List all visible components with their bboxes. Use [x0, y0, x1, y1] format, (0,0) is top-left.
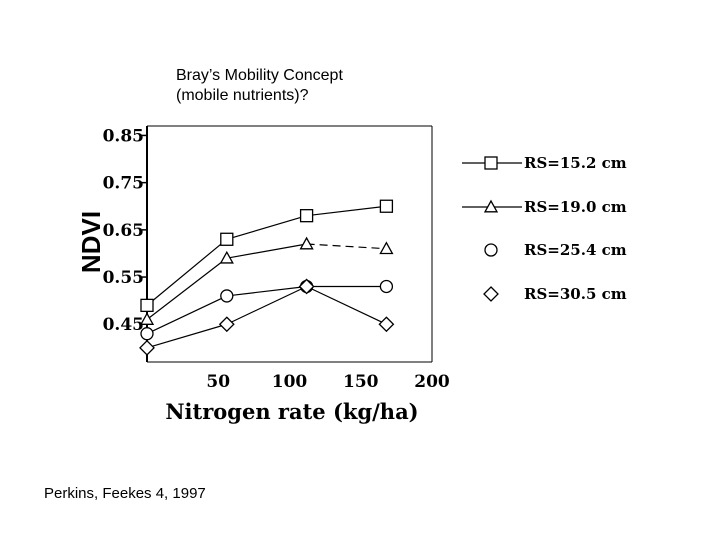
circle-marker [484, 243, 498, 257]
circle-marker [220, 289, 234, 303]
x-axis-ticks: 50 100 150 200 [206, 372, 449, 392]
triangle-marker [219, 250, 234, 264]
series-segment [146, 257, 228, 320]
series-3 [140, 279, 394, 341]
series-segment [306, 285, 387, 325]
square-marker [299, 209, 314, 223]
square-marker [379, 199, 394, 213]
x-tick-label: 150 [343, 372, 379, 392]
triangle-marker [299, 236, 314, 250]
diamond-marker [483, 286, 499, 302]
legend-item-3: RS=25.4 cm [484, 241, 627, 259]
y-tick-label: 0.85 [103, 126, 144, 146]
legend-item-4: RS=30.5 cm [483, 285, 627, 303]
legend-label: RS=19.0 cm [524, 198, 627, 216]
series-layer [139, 199, 395, 356]
triangle-marker [139, 312, 155, 325]
diamond-marker [298, 278, 315, 295]
y-tick-label: 0.75 [103, 174, 144, 194]
x-tick-label: 100 [272, 372, 308, 392]
square-marker [220, 232, 234, 246]
series-1 [140, 199, 394, 313]
triangle-marker [483, 199, 499, 213]
series-segment [226, 285, 307, 325]
circle-marker [379, 279, 394, 294]
legend-item-1: RS=15.2 cm [462, 154, 627, 172]
square-marker [484, 156, 498, 170]
legend-label: RS=25.4 cm [524, 241, 627, 259]
series-2 [139, 236, 394, 325]
series-segment [306, 243, 387, 250]
x-axis-title: Nitrogen rate (kg/ha) [165, 399, 418, 424]
series-segment [306, 205, 387, 217]
square-marker [140, 298, 154, 313]
y-tick-label: 0.45 [103, 315, 144, 335]
diamond-marker [218, 316, 235, 333]
y-tick-label: 0.65 [103, 221, 144, 241]
legend-item-2: RS=19.0 cm [462, 198, 627, 216]
x-tick-label: 200 [414, 372, 450, 392]
y-axis-title: NDVI [76, 211, 106, 273]
slide-title-line-2: (mobile nutrients)? [176, 87, 309, 104]
series-segment [146, 295, 228, 335]
slide-title: Bray’s Mobility Concept (mobile nutrient… [176, 66, 343, 106]
series-segment [146, 238, 228, 306]
circle-marker [140, 327, 154, 341]
triangle-marker [379, 241, 394, 255]
slide-title-line-1: Bray’s Mobility Concept [176, 67, 343, 84]
legend-label: RS=30.5 cm [524, 285, 627, 303]
y-tick-label: 0.55 [103, 268, 144, 288]
legend: RS=15.2 cm RS=19.0 cm RS=25.4 cm RS=30.5 cm [462, 154, 627, 303]
series-segment [226, 285, 307, 297]
series-4 [139, 278, 395, 356]
series-segment [226, 215, 307, 240]
series-segment [146, 323, 227, 349]
diamond-marker [139, 339, 155, 356]
diamond-marker [378, 316, 395, 333]
legend-label: RS=15.2 cm [524, 154, 627, 172]
series-segment [226, 243, 307, 259]
x-tick-label: 50 [206, 372, 230, 392]
source-citation: Perkins, Feekes 4, 1997 [44, 485, 206, 502]
y-axis-ticks: 0.45 0.55 0.65 0.75 0.85 [103, 126, 147, 335]
